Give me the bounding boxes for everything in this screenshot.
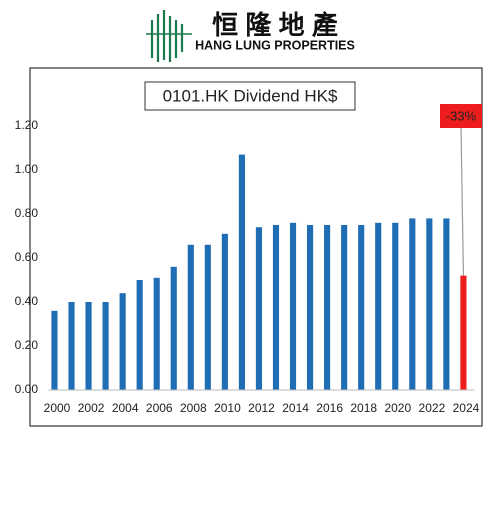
- x-tick-label: 2012: [248, 401, 275, 415]
- chart-title: 0101.HK Dividend HK$: [163, 86, 338, 105]
- x-tick-label: 2000: [44, 401, 71, 415]
- bar: [289, 222, 297, 390]
- x-tick-label: 2004: [112, 401, 139, 415]
- bar: [170, 266, 177, 390]
- y-tick-label: 1.20: [15, 118, 39, 132]
- bar: [426, 218, 433, 390]
- x-tick-label: 2006: [146, 401, 173, 415]
- logo-icon: [146, 10, 192, 62]
- y-tick-label: 0.40: [15, 294, 39, 308]
- bar: [460, 275, 467, 390]
- company-english-name: HANG LUNG PROPERTIES: [195, 38, 355, 52]
- y-tick-label: 0.80: [15, 206, 39, 220]
- bar: [443, 218, 450, 390]
- bar: [102, 302, 109, 390]
- x-tick-label: 2022: [419, 401, 446, 415]
- annotation-leader: [460, 127, 465, 276]
- bar: [341, 225, 348, 390]
- x-tick-label: 2010: [214, 401, 241, 415]
- bar: [272, 225, 280, 390]
- x-tick-label: 2002: [78, 401, 105, 415]
- x-tick-label: 2014: [282, 401, 309, 415]
- bar: [136, 280, 143, 390]
- bar: [153, 277, 160, 390]
- bar: [392, 222, 399, 390]
- bar: [221, 233, 228, 390]
- y-tick-label: 1.00: [15, 162, 39, 176]
- bar: [51, 310, 58, 390]
- y-tick-label: 0.60: [15, 250, 39, 264]
- annotation-text: -33%: [446, 108, 477, 123]
- bar: [204, 244, 211, 390]
- bar: [324, 225, 331, 390]
- y-tick-label: 0.00: [15, 382, 39, 396]
- bar: [238, 154, 245, 390]
- bar: [119, 293, 126, 390]
- bar: [306, 225, 314, 390]
- x-tick-label: 2016: [316, 401, 343, 415]
- company-chinese-name: 恒 隆 地 產: [212, 10, 338, 40]
- x-tick-label: 2008: [180, 401, 207, 415]
- bar: [255, 227, 263, 390]
- bar: [375, 222, 382, 390]
- x-tick-label: 2018: [350, 401, 377, 415]
- bar: [85, 302, 92, 390]
- bar: [358, 225, 365, 390]
- bar: [409, 218, 416, 390]
- title-box: [144, 81, 356, 111]
- bar: [68, 302, 75, 390]
- x-tick-label: 2024: [453, 401, 480, 415]
- bar: [187, 244, 194, 390]
- annotation-box: [440, 104, 482, 128]
- y-tick-label: 0.20: [15, 338, 39, 352]
- x-tick-label: 2020: [384, 401, 411, 415]
